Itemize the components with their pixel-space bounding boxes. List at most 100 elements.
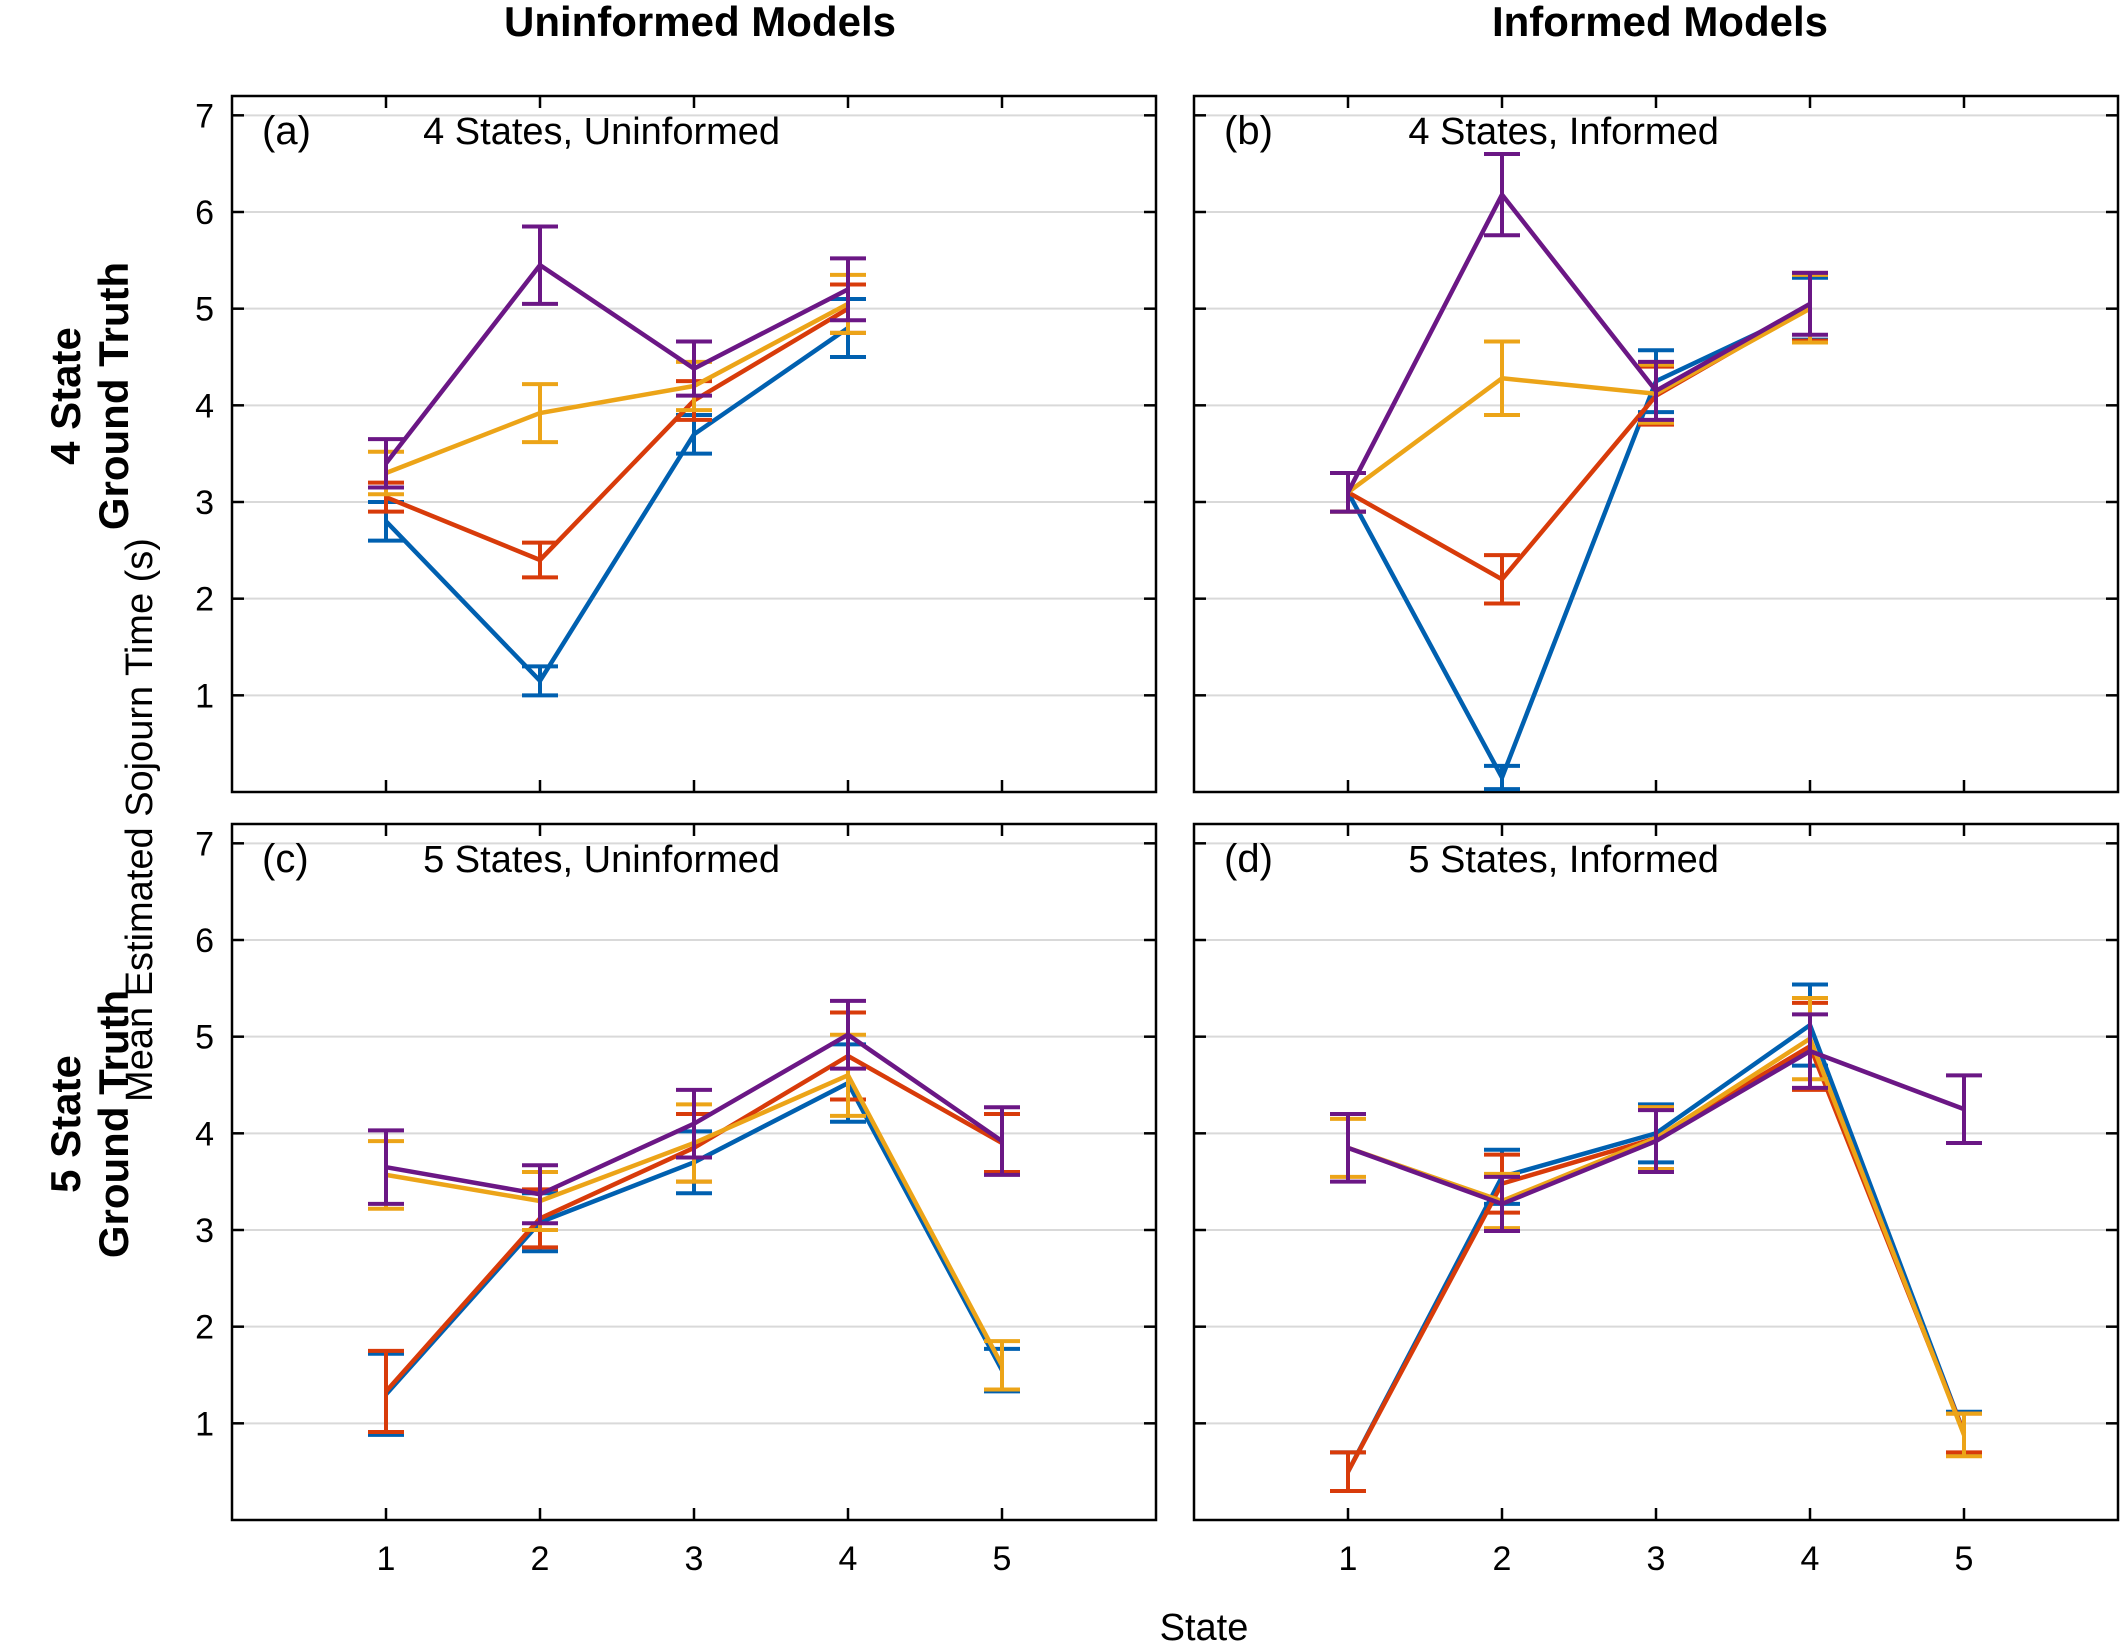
series-2: [368, 282, 866, 580]
series-4: [1330, 152, 1828, 514]
y-tick-label: 4: [195, 387, 214, 425]
column-title-uninformed: Uninformed Models: [504, 0, 896, 45]
data-point: [1655, 1140, 1657, 1142]
row-title-5state-line2: Ground Truth: [90, 990, 137, 1258]
panel-title: 5 States, Informed: [1408, 839, 1719, 881]
y-tick-label: 5: [195, 1019, 214, 1057]
series-line: [384, 262, 850, 465]
data-point: [385, 496, 387, 498]
panel-title: 5 States, Uninformed: [423, 839, 780, 881]
y-tick-label: 7: [195, 825, 214, 863]
panel-title: 4 States, Informed: [1408, 111, 1719, 153]
data-point: [1347, 1147, 1349, 1149]
series-line: [1347, 1036, 1967, 1436]
series-line: [1346, 306, 1812, 495]
y-tick-label: 6: [195, 922, 214, 960]
data-point: [1501, 578, 1503, 580]
x-tick-label: 1: [377, 1540, 396, 1578]
panel-letter: (a): [262, 109, 311, 153]
panel-letter: (b): [1224, 109, 1273, 153]
series-3: [1330, 272, 1828, 514]
series-line: [1346, 1022, 1967, 1473]
y-tick-label: 4: [195, 1115, 214, 1153]
y-tick-label: 7: [195, 97, 214, 135]
data-point: [539, 1193, 541, 1195]
data-point: [1963, 1434, 1965, 1436]
data-point: [693, 433, 695, 435]
panel-a: 1 2 3 4 5 6 7 (a) 4 States, Uninformed: [195, 94, 1158, 794]
series-2: [1330, 1000, 1982, 1493]
panel-b: (b) 4 States, Informed: [1192, 94, 2120, 794]
data-point: [1501, 1203, 1503, 1205]
x-axis-label: State: [1160, 1607, 1249, 1648]
data-point: [539, 559, 541, 561]
x-tick-label: 5: [993, 1540, 1012, 1578]
series-line: [385, 306, 850, 563]
series-3: [1330, 996, 1982, 1459]
panel-letter: (c): [262, 837, 309, 881]
data-point: [847, 1034, 849, 1036]
data-point: [385, 1166, 387, 1168]
row-title-5state-line1: 5 State: [42, 1055, 89, 1193]
x-tick-label: 2: [1493, 1540, 1512, 1578]
series-line: [385, 301, 850, 476]
series-4: [1330, 1012, 1982, 1233]
data-point: [1809, 303, 1811, 305]
data-point: [693, 368, 695, 370]
panels: 1 2 3 4 5 6 7 (a) 4 States, Uninformed (b) 4 State…: [195, 94, 2120, 1578]
data-point: [385, 1390, 387, 1392]
series-line: [1346, 306, 1811, 780]
panel-title: 4 States, Uninformed: [423, 111, 780, 153]
y-tick-label: 1: [195, 1405, 214, 1443]
y-tick-label: 6: [195, 194, 214, 232]
series-group: [1330, 982, 1982, 1493]
data-point: [847, 1074, 849, 1076]
series-group: [368, 224, 866, 698]
x-tick-label: 4: [839, 1540, 858, 1578]
data-point: [539, 264, 541, 266]
series-line: [384, 326, 850, 684]
series-2: [1330, 270, 1828, 606]
data-point: [1347, 1471, 1349, 1473]
data-point: [847, 288, 849, 290]
data-point: [1001, 1364, 1003, 1366]
y-tick-label: 2: [195, 1309, 214, 1347]
y-tick-label: 3: [195, 1212, 214, 1250]
panel-d: 1 2 3 4 5 (d) 5 States, Informed: [1192, 822, 2120, 1578]
data-point: [1501, 777, 1503, 778]
series-1: [368, 297, 866, 698]
panel-c: 1 2 3 4 5 6 7 1 2 3 4 5 (c) 5 States, Uninformed: [195, 822, 1158, 1578]
x-tick-label: 5: [1955, 1540, 1974, 1578]
column-title-informed: Informed Models: [1492, 0, 1828, 45]
data-point: [1001, 1140, 1003, 1142]
row-title-4state-line1: 4 State: [42, 327, 89, 465]
data-point: [539, 412, 541, 414]
data-point: [1655, 390, 1657, 392]
data-point: [385, 520, 387, 522]
series-group: [368, 998, 1020, 1437]
y-tick-label: 2: [195, 581, 214, 619]
data-point: [693, 1123, 695, 1125]
x-tick-label: 1: [1339, 1540, 1358, 1578]
series-group: [1330, 152, 1828, 792]
series-4: [368, 998, 1020, 1226]
series-line: [1346, 192, 1812, 494]
y-axis-label: Mean Estimated Sojourn Time (s): [119, 538, 161, 1102]
series-4: [368, 224, 866, 490]
data-point: [1501, 377, 1503, 379]
x-tick-label: 2: [531, 1540, 550, 1578]
series-1: [1330, 275, 1828, 792]
y-tick-label: 5: [195, 291, 214, 329]
y-tick-label: 1: [195, 677, 214, 715]
data-point: [1501, 194, 1503, 196]
data-point: [1347, 491, 1349, 493]
row-title-4state-line2: Ground Truth: [90, 262, 137, 530]
x-tick-label: 3: [685, 1540, 704, 1578]
axes-frame: [1192, 94, 2120, 794]
y-tick-label: 3: [195, 484, 214, 522]
data-point: [385, 462, 387, 464]
panel-letter: (d): [1224, 837, 1273, 881]
x-tick-label: 4: [1801, 1540, 1820, 1578]
